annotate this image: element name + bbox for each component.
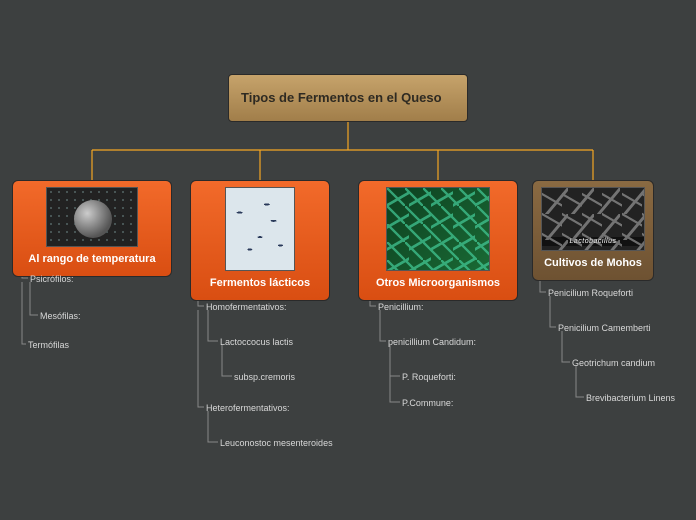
leaf-node[interactable]: P. Roqueforti:: [402, 372, 456, 382]
leaf-node[interactable]: subsp.cremoris: [234, 372, 295, 382]
root-title: Tipos de Fermentos en el Queso: [241, 90, 442, 106]
leaf-node[interactable]: Mesófilas:: [40, 311, 81, 321]
image-caption: Lactobacillus: [542, 237, 644, 246]
leaf-node[interactable]: Penicillium:: [378, 302, 424, 312]
microscope-image: [46, 187, 138, 247]
branch-label: Otros Microorganismos: [367, 277, 509, 290]
leaf-node[interactable]: Homofermentativos:: [206, 302, 287, 312]
branch-otros[interactable]: Otros Microorganismos: [358, 180, 518, 301]
leaf-node[interactable]: Penicilium Roqueforti: [548, 288, 633, 298]
leaf-node[interactable]: Leuconostoc mesenteroides: [220, 438, 333, 448]
leaf-node[interactable]: P.Commune:: [402, 398, 453, 408]
branch-label: Fermentos lácticos: [199, 277, 321, 290]
microscope-image: [386, 187, 490, 271]
leaf-node[interactable]: Termófilas: [28, 340, 69, 350]
branch-temperatura[interactable]: Al rango de temperatura: [12, 180, 172, 277]
branch-label: Cultivos de Mohos: [541, 257, 645, 270]
microscope-image: [225, 187, 295, 271]
root-node[interactable]: Tipos de Fermentos en el Queso: [228, 74, 468, 122]
leaf-node[interactable]: Heterofermentativos:: [206, 403, 290, 413]
leaf-node[interactable]: penicillium Candidum:: [388, 337, 476, 347]
branch-lacticos[interactable]: Fermentos lácticos: [190, 180, 330, 301]
leaf-node[interactable]: Psicrófilos:: [30, 274, 74, 284]
branch-label: Al rango de temperatura: [21, 253, 163, 266]
leaf-node[interactable]: Penicilium Camemberti: [558, 323, 651, 333]
leaf-node[interactable]: Lactoccocus lactis: [220, 337, 293, 347]
branch-mohos[interactable]: Lactobacillus Cultivos de Mohos: [532, 180, 654, 281]
leaf-node[interactable]: Geotrichum candium: [572, 358, 655, 368]
microscope-image: Lactobacillus: [541, 187, 645, 251]
leaf-node[interactable]: Brevibacterium Linens: [586, 393, 675, 403]
